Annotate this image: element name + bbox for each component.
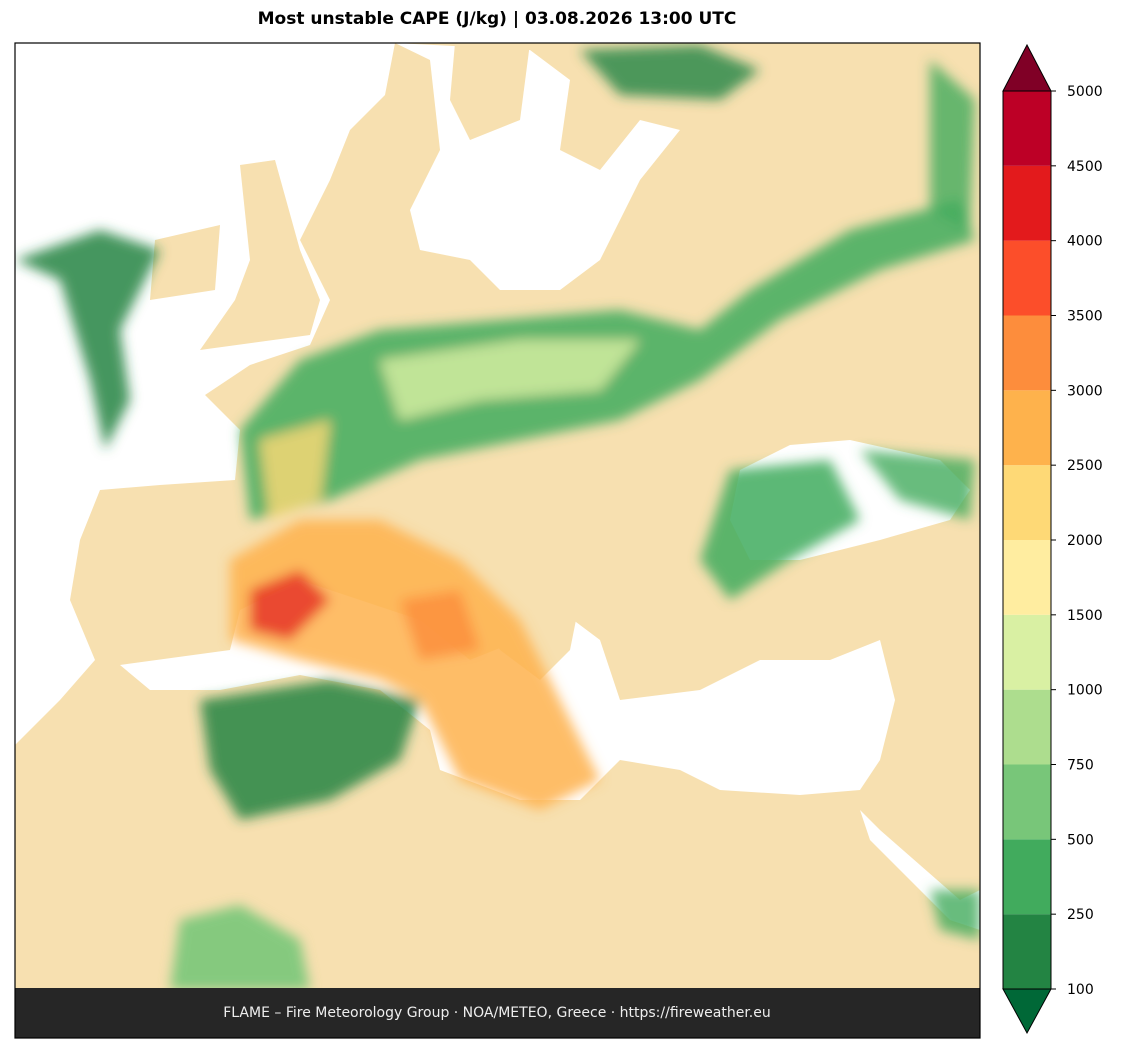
colorbar-tick-label: 5000 bbox=[1067, 84, 1103, 100]
land bbox=[200, 160, 320, 350]
land bbox=[450, 43, 530, 140]
colorbar-band bbox=[1003, 839, 1051, 915]
map-frame bbox=[14, 42, 981, 1039]
colorbar-tick-label: 250 bbox=[1067, 907, 1094, 923]
map: FLAME – Fire Meteorology Group · NOA/MET… bbox=[15, 43, 980, 1038]
colorbar-band bbox=[1003, 91, 1051, 166]
colorbar-band bbox=[1003, 914, 1051, 989]
land bbox=[150, 225, 220, 300]
colorbar-band bbox=[1003, 540, 1051, 615]
title: Most unstable CAPE (J/kg) | 03.08.2026 1… bbox=[258, 9, 737, 29]
colorbar-band bbox=[1003, 614, 1051, 690]
colorbar-tick-label: 3500 bbox=[1067, 309, 1103, 325]
cape-field bbox=[15, 45, 980, 990]
colorbar-tick-label: 500 bbox=[1067, 832, 1094, 848]
colorbar-band bbox=[1003, 165, 1051, 241]
sea bbox=[15, 43, 395, 745]
colorbar-tick-label: 4500 bbox=[1067, 159, 1103, 175]
colorbar-over bbox=[1002, 43, 1052, 92]
footer: FLAME – Fire Meteorology Group · NOA/MET… bbox=[223, 1005, 771, 1021]
colorbar-under bbox=[1002, 988, 1052, 1035]
colorbar-tick-label: 2000 bbox=[1067, 533, 1103, 549]
colorbar: 100 250 500 750 1000 1500 2000 2500 3000 3500 4000… bbox=[1002, 43, 1103, 1035]
colorbar-tick-label: 3000 bbox=[1067, 383, 1103, 399]
colorbar-band bbox=[1003, 390, 1051, 466]
footer-bar bbox=[15, 988, 980, 1038]
colorbar-tick-label: 2500 bbox=[1067, 458, 1103, 474]
colorbar-tick-label: 1000 bbox=[1067, 683, 1103, 699]
land bbox=[440, 500, 580, 680]
colorbar-tick-label: 100 bbox=[1067, 982, 1094, 998]
colorbar-band bbox=[1003, 315, 1051, 391]
colorbar-tick-label: 4000 bbox=[1067, 234, 1103, 250]
colorbar-band bbox=[1003, 240, 1051, 316]
colorbar-band bbox=[1003, 689, 1051, 765]
colorbar-band bbox=[1003, 764, 1051, 840]
colorbar-tick-label: 750 bbox=[1067, 758, 1094, 774]
colorbar-band bbox=[1003, 465, 1051, 540]
colorbar-tick-label: 1500 bbox=[1067, 608, 1103, 624]
